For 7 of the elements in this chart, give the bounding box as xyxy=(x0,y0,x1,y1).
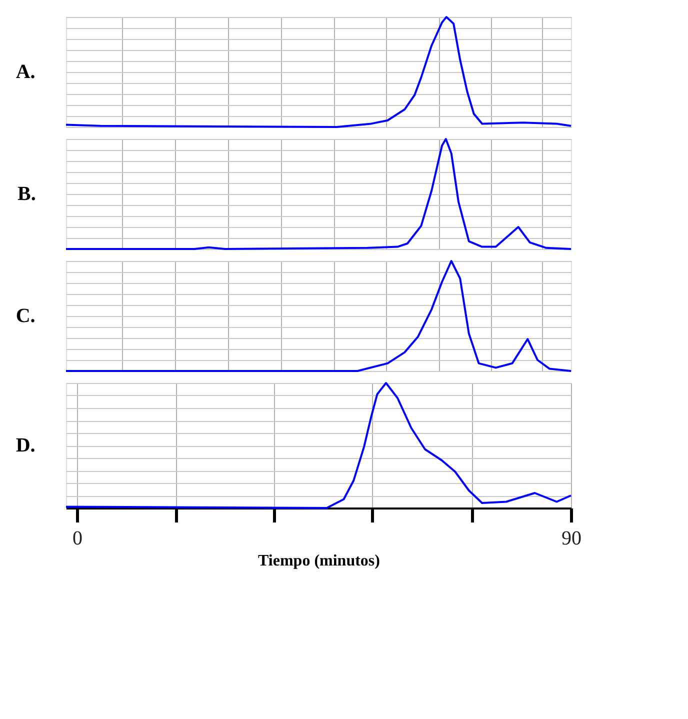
text: D. xyxy=(16,434,36,456)
text: A. xyxy=(16,61,36,83)
x-tick-label: 90 xyxy=(562,528,582,550)
x-axis-title: Tiempo (minutos) xyxy=(258,552,380,570)
text: B. xyxy=(17,183,36,205)
x-tick-label: 0 xyxy=(72,528,82,550)
text: C. xyxy=(16,305,36,327)
